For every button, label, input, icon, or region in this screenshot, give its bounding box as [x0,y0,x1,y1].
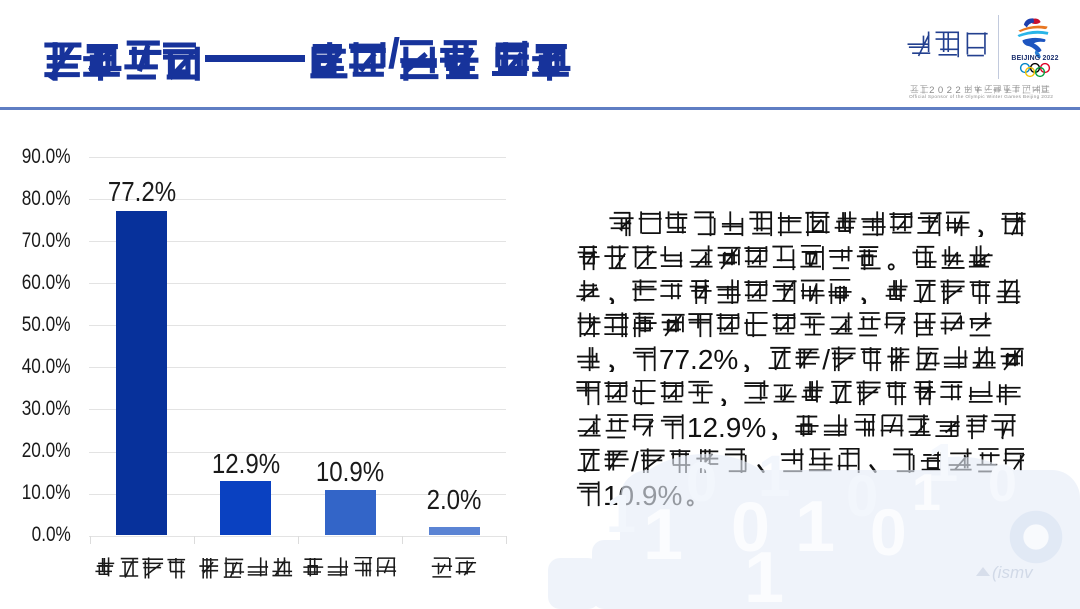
svg-text:BEIJING 2022: BEIJING 2022 [1011,55,1058,62]
svg-text:0: 0 [686,450,717,513]
svg-text:1: 1 [928,433,958,493]
svg-text:1: 1 [744,538,784,609]
svg-text:1: 1 [758,444,790,509]
svg-text:0: 0 [846,464,878,529]
svg-text:0: 0 [988,455,1017,513]
svg-text:0: 0 [870,495,907,569]
svg-text:1: 1 [643,495,683,575]
svg-text:1: 1 [912,464,941,522]
svg-text:(ismv: (ismv [992,563,1034,582]
svg-text:1: 1 [795,487,835,567]
svg-text:1: 1 [606,484,636,544]
svg-text:0: 0 [731,488,770,566]
